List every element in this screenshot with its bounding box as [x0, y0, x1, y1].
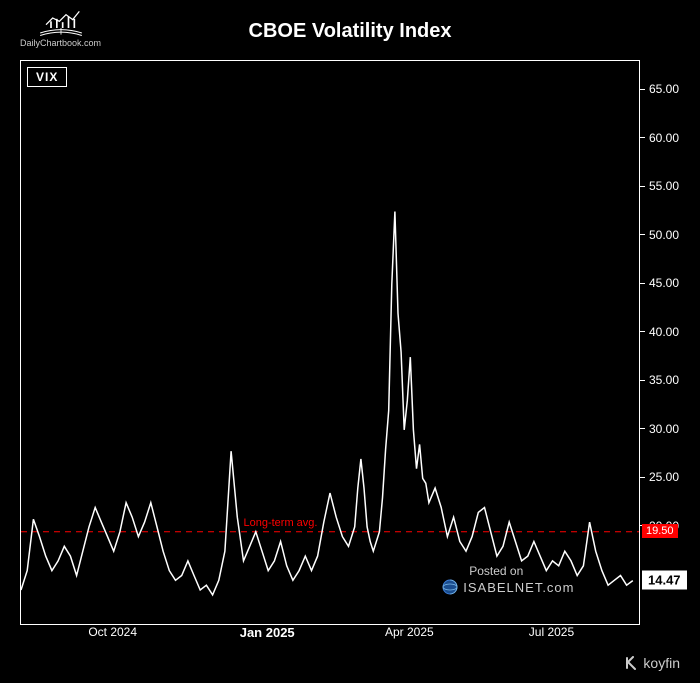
last-value-badge: 14.47 [642, 570, 687, 589]
chart-plot-area: VIX Long-term avg. Posted on ISABELNET.c… [20, 60, 640, 625]
y-tick: 25.00 [640, 470, 679, 484]
x-axis: Oct 2024 Jan 2025 Apr 2025 Jul 2025 [20, 625, 640, 650]
watermark: Posted on ISABELNET.com [441, 564, 574, 596]
y-tick: 50.00 [640, 228, 679, 242]
y-tick: 55.00 [640, 179, 679, 193]
watermark-line2: ISABELNET.com [441, 578, 574, 596]
y-tick: 65.00 [640, 82, 679, 96]
watermark-line2-text: ISABELNET.com [463, 580, 574, 595]
y-tick: 40.00 [640, 325, 679, 339]
globe-shield-icon [441, 578, 459, 596]
x-tick: Apr 2025 [385, 625, 434, 639]
y-axis: 65.00 60.00 55.00 50.00 45.00 40.00 35.00 30.00… [640, 60, 695, 625]
y-tick: 45.00 [640, 276, 679, 290]
koyfin-icon [625, 656, 639, 670]
y-tick: 30.00 [640, 422, 679, 436]
reference-value-badge: 19.50 [642, 524, 678, 538]
reference-line-label: Long-term avg. [243, 517, 317, 529]
x-tick: Oct 2024 [88, 625, 137, 639]
x-tick: Jul 2025 [529, 625, 574, 639]
chart-container: DailyChartbook.com CBOE Volatility Index… [0, 0, 700, 683]
chart-title: CBOE Volatility Index [0, 20, 700, 43]
y-tick: 35.00 [640, 373, 679, 387]
watermark-line1: Posted on [469, 564, 574, 578]
footer-brand: koyfin [625, 655, 680, 671]
x-tick: Jan 2025 [240, 625, 295, 640]
y-tick: 60.00 [640, 131, 679, 145]
chart-svg [21, 61, 639, 624]
footer-brand-text: koyfin [643, 655, 680, 671]
